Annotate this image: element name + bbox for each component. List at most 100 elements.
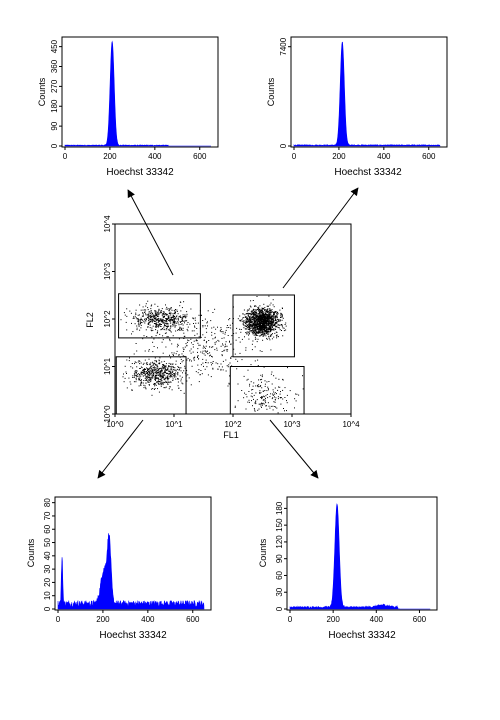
scatter-point [255,335,257,336]
scatter-point [275,311,277,312]
scatter-point [145,320,147,322]
scatter-point [152,375,154,377]
scatter-point [169,376,171,378]
x-tick-label: 600 [413,615,427,624]
scatter-point [274,399,276,401]
scatter-point [247,321,249,323]
scatter-point [260,318,262,319]
scatter-point [200,370,202,371]
scatter-point [168,381,170,383]
scatter-point [193,340,195,342]
scatter-point [270,330,272,332]
scatter-point [145,303,147,305]
scatter-point [271,371,273,373]
scatter-point [276,321,278,323]
scatter-point [134,361,136,363]
scatter-point [269,320,271,322]
scatter-point [122,376,124,378]
scatter-point [263,308,265,310]
scatter-point [255,331,257,333]
scatter-point [165,319,167,321]
scatter-point [160,372,162,374]
scatter-point [211,364,212,366]
scatter-point [272,322,274,324]
scatter-point [193,359,195,361]
scatter-point [158,360,160,362]
scatter-point [210,362,212,364]
scatter-point [166,313,168,315]
scatter-point [282,389,284,391]
scatter-point [164,378,166,379]
scatter-point [183,301,185,303]
scatter-point [269,313,271,315]
scatter-point [248,331,250,333]
scatter-point [163,374,165,376]
scatter-point [192,351,194,353]
scatter-point [170,314,172,316]
scatter-point [281,315,283,317]
y-tick-label: 0 [50,143,59,148]
scatter-point [163,366,165,368]
scatter-point [262,312,264,314]
scatter-point [179,305,181,307]
scatter-point [272,328,274,330]
scatter-point [170,372,171,374]
scatter-point [129,310,131,312]
scatter-point [155,379,156,381]
scatter-point [138,325,140,327]
scatter-point [245,322,246,324]
scatter-point [244,325,246,326]
scatter-point [153,323,155,324]
scatter-point [260,328,262,329]
scatter-point [276,326,278,328]
scatter-point [157,377,159,379]
y-tick-label: 50 [43,538,52,547]
scatter-point [197,322,199,324]
scatter-point [133,353,135,355]
scatter-point [178,324,180,326]
scatter-point [271,338,273,340]
scatter-point [197,355,199,357]
scatter-point [258,323,260,325]
scatter-point [222,360,224,362]
scatter-point [248,326,250,328]
scatter-point [160,324,162,325]
scatter-point [264,309,266,311]
scatter-point [252,323,254,325]
scatter-point [163,372,164,374]
scatter-point [265,405,267,407]
scatter-point [205,342,207,344]
scatter-point [206,351,208,352]
scatter-point [275,316,277,317]
scatter-point [273,312,275,314]
scatter-point [147,381,149,383]
scatter-point [248,308,250,310]
scatter-point [207,321,208,323]
scatter-point [206,322,208,324]
scatter-point [154,377,156,379]
x-axis-label: Hoechst 33342 [106,167,174,178]
y-tick-label: 30 [275,587,284,596]
scatter-point [277,319,279,321]
plot-frame [61,36,219,148]
scatter-point [157,324,159,326]
scatter-point [160,379,162,380]
scatter-point [158,309,160,311]
scatter-point [158,378,160,380]
scatter-point [260,316,262,318]
scatter-point [250,319,252,321]
scatter-point [255,319,257,321]
scatter-point [146,372,148,374]
x-axis-label: Hoechst 33342 [334,167,402,178]
scatter-point [175,353,177,355]
scatter-point [268,313,270,315]
scatter-point [268,321,269,322]
scatter-point [254,321,256,323]
scatter-point [214,333,216,335]
scatter-point [302,388,304,390]
scatter-point [243,324,245,326]
y-tick-label: 450 [50,39,59,53]
scatter-point [172,320,174,322]
scatter-point [198,336,200,338]
scatter-point [141,322,143,324]
